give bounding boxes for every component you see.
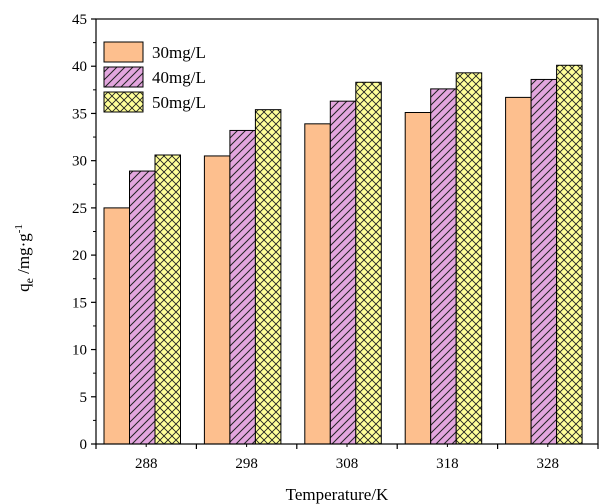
axes-layer: 0 5 10 15 20 25 30 35 40 45 288 298 308 318 328 (72, 12, 599, 472)
y-tick-label-20: 20 (72, 248, 87, 264)
legend-label-30mgl: 30mg/L (152, 43, 206, 62)
x-tick-label-318: 318 (436, 456, 459, 472)
y-axis-title: qe /mg·g-1 (13, 224, 36, 292)
bar-50mgl-308 (355, 81, 382, 445)
y-axis-title-sup: -1 (13, 224, 25, 233)
bar-50mgl-318 (455, 72, 483, 445)
y-tick-label-35: 35 (72, 106, 87, 122)
y-tick-label-0: 0 (80, 437, 88, 453)
y-tick-label-15: 15 (72, 295, 87, 311)
y-axis-title-sub: e (22, 278, 36, 283)
x-tick-label-308: 308 (336, 456, 359, 472)
y-tick-label-30: 30 (72, 154, 87, 170)
bar-30mgl-328 (505, 96, 532, 445)
x-axis-title: Temperature/K (286, 485, 389, 504)
legend: 30mg/L 40mg/L 50mg/L (103, 41, 206, 113)
bar-30mgl-318 (404, 112, 432, 445)
bar-40mgl-298 (229, 129, 256, 445)
x-tick-label-328: 328 (537, 456, 560, 472)
y-axis-title-unit: /mg·g (14, 233, 33, 278)
x-tick-label-288: 288 (135, 456, 158, 472)
bar-50mgl-288 (154, 154, 181, 445)
bars-layer (103, 64, 583, 445)
y-tick-label-25: 25 (72, 201, 87, 217)
y-tick-label-10: 10 (72, 343, 87, 359)
x-tick-label-298: 298 (235, 456, 258, 472)
legend-swatch-30mgl (103, 41, 144, 63)
bar-30mgl-308 (304, 123, 331, 445)
bar-40mgl-308 (329, 100, 357, 445)
legend-label-40mgl: 40mg/L (152, 68, 206, 87)
legend-label-50mgl: 50mg/L (152, 93, 206, 112)
bar-40mgl-318 (430, 88, 457, 445)
bar-50mgl-328 (556, 64, 583, 445)
bar-40mgl-328 (530, 78, 558, 445)
bar-30mgl-298 (203, 155, 231, 445)
y-axis-title-q: q (14, 283, 33, 292)
y-tick-label-40: 40 (72, 59, 87, 75)
legend-swatch-50mgl (103, 91, 144, 113)
legend-swatch-40mgl (103, 66, 144, 88)
bar-30mgl-288 (103, 207, 130, 445)
y-tick-label-5: 5 (80, 390, 88, 406)
y-tick-label-45: 45 (72, 12, 87, 28)
bar-40mgl-288 (129, 170, 156, 445)
bar-50mgl-298 (254, 109, 282, 445)
